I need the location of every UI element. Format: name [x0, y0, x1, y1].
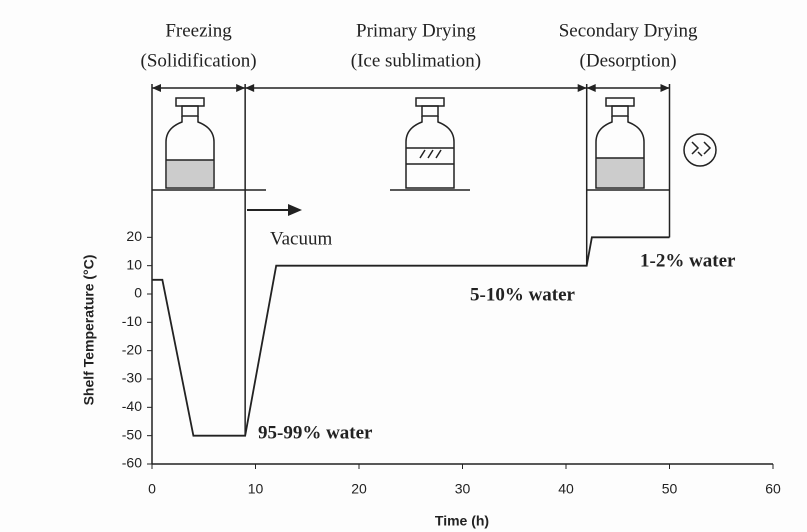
y-axis-label: Shelf Temperature (°C) — [81, 255, 97, 406]
y-tick-label: -10 — [122, 313, 142, 329]
x-tick-label: 50 — [662, 481, 678, 497]
x-tick-label: 10 — [248, 481, 264, 497]
vials — [165, 97, 717, 189]
vacuum-arrow — [247, 204, 302, 216]
phase-title: Primary Drying — [356, 20, 476, 41]
x-tick-label: 20 — [351, 481, 367, 497]
x-tick-label: 0 — [148, 481, 156, 497]
y-tick-label: -50 — [122, 426, 142, 442]
x-tick-label: 30 — [455, 481, 471, 497]
arrowhead — [577, 84, 587, 92]
y-tick-label: -40 — [122, 398, 142, 414]
y-tick-label: -20 — [122, 341, 142, 357]
x-tick-label: 40 — [558, 481, 574, 497]
phase-title: Freezing — [165, 20, 232, 41]
y-tick-label: 20 — [126, 228, 142, 244]
y-tick-label: 10 — [126, 256, 142, 272]
y-tick-label: -60 — [122, 455, 142, 471]
temperature-line — [152, 236, 670, 437]
annotation: 1-2% water — [640, 250, 736, 271]
phase-title: Secondary Drying — [559, 20, 698, 41]
x-axis-label: Time (h) — [435, 513, 489, 529]
annotation: 5-10% water — [470, 284, 576, 305]
arrowhead — [586, 84, 596, 92]
arrowhead — [236, 84, 246, 92]
arrowhead — [660, 84, 670, 92]
phase-subtitle: (Desorption) — [580, 50, 677, 71]
phase-subtitle: (Ice sublimation) — [351, 50, 481, 71]
y-tick-label: 0 — [134, 285, 142, 301]
annotation: Vacuum — [270, 228, 332, 249]
arrowhead — [152, 84, 161, 92]
y-tick-label: -30 — [122, 370, 142, 386]
x-tick-label: 60 — [765, 481, 781, 497]
annotation: 95-99% water — [258, 422, 373, 443]
phase-subtitle: (Solidification) — [141, 50, 257, 71]
arrowhead — [245, 84, 255, 92]
